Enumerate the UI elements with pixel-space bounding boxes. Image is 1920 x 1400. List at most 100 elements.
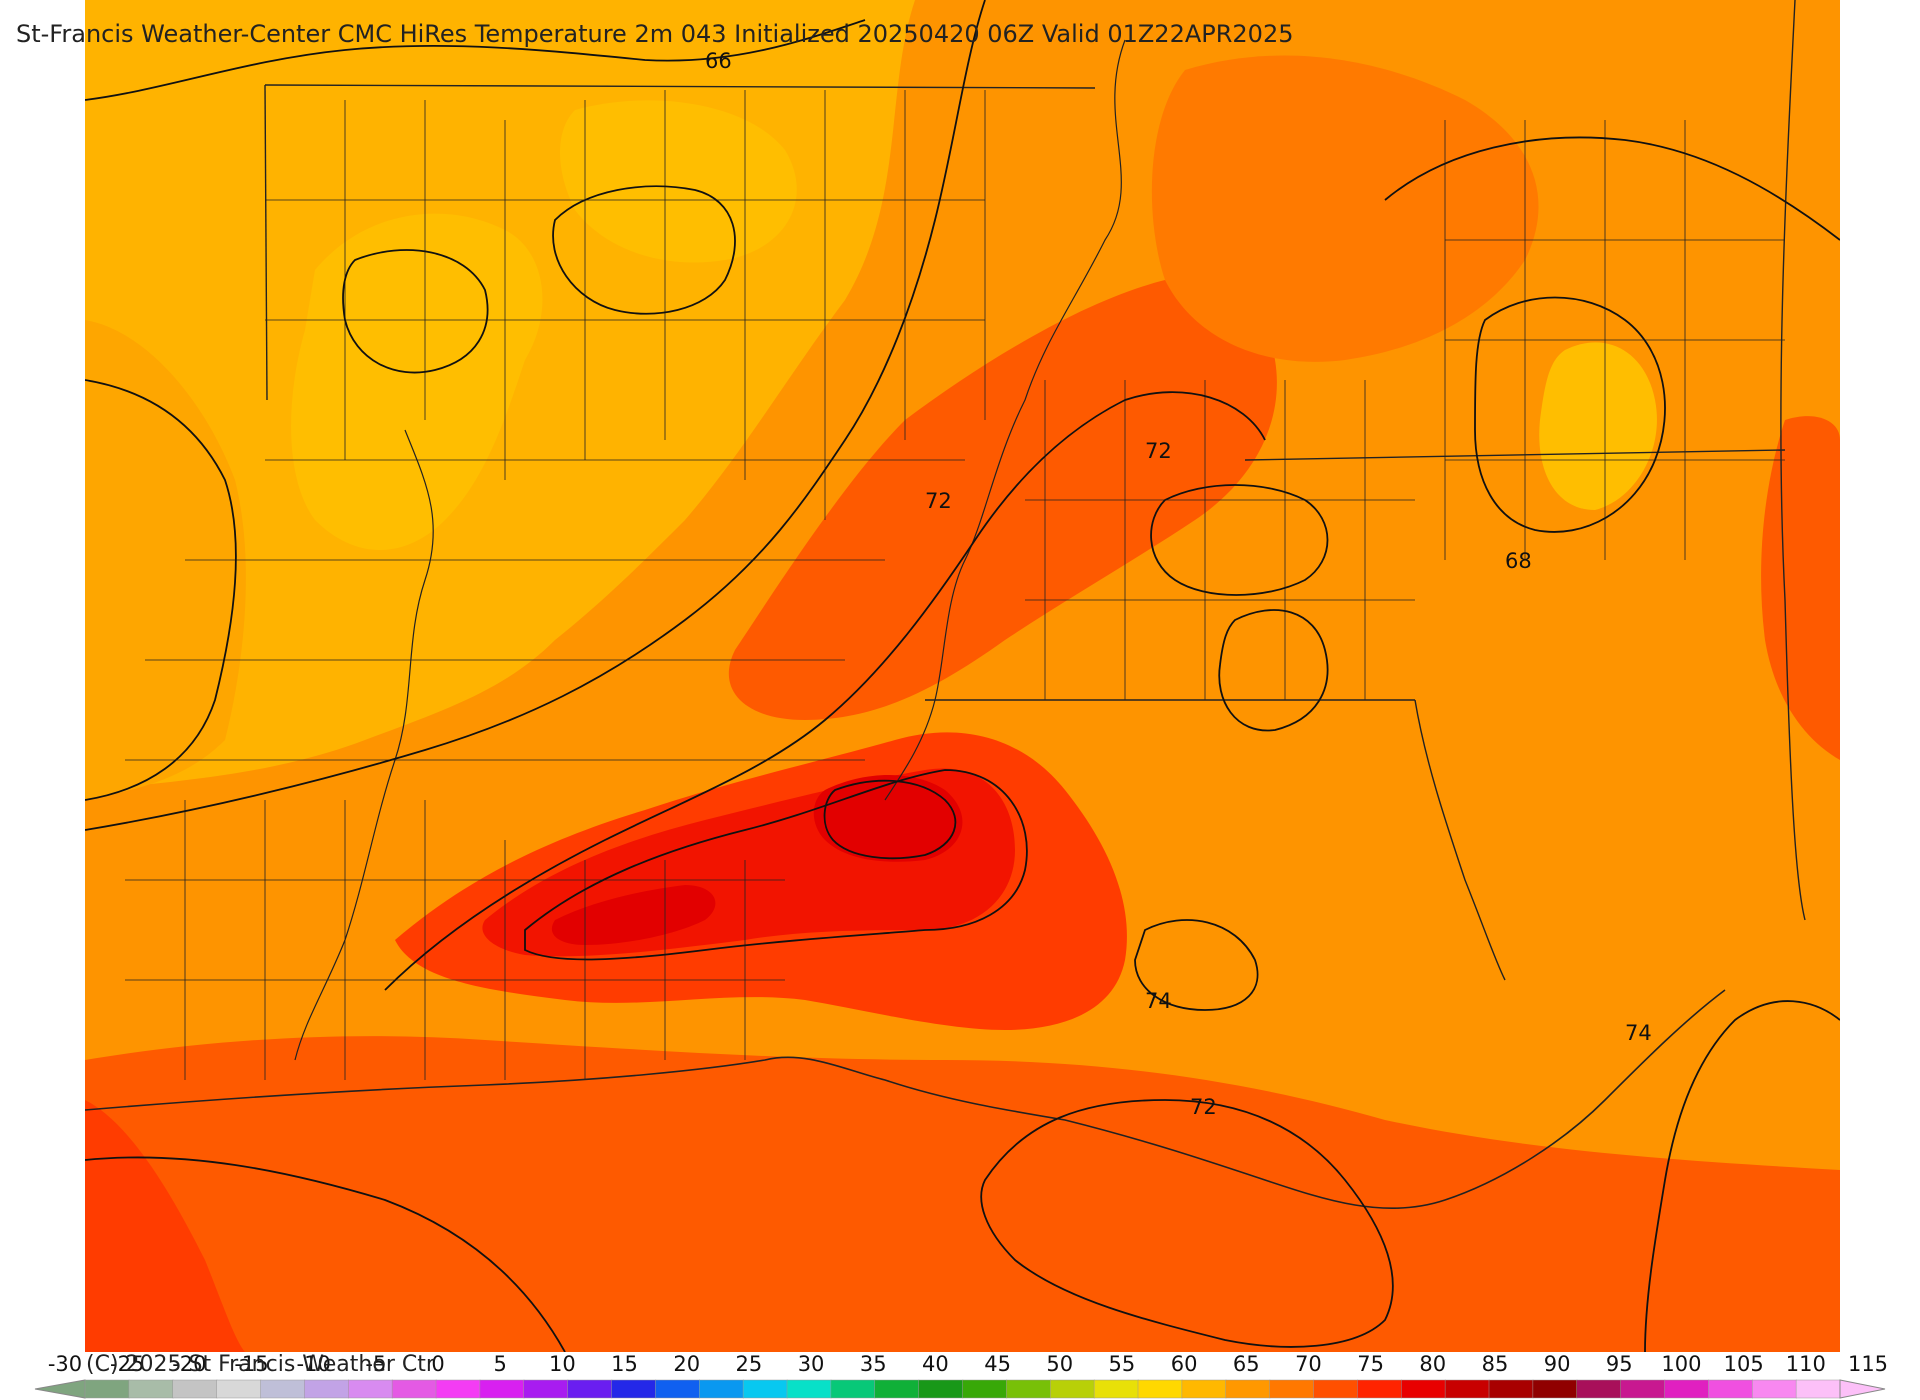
fill-hot-south bbox=[85, 1100, 245, 1352]
colorbar-segment bbox=[348, 1379, 393, 1399]
colorbar-segment bbox=[611, 1379, 657, 1399]
contour-label: 72 bbox=[925, 489, 952, 513]
colorbar-segment bbox=[1050, 1379, 1095, 1399]
boundary-lines bbox=[85, 0, 1806, 1210]
colorbar-segment bbox=[1357, 1379, 1402, 1399]
fill-yellow-east bbox=[1539, 342, 1657, 510]
colorbar-segment bbox=[479, 1379, 525, 1399]
colorbar-label: -15 bbox=[234, 1352, 269, 1376]
colorbar-label: -25 bbox=[110, 1352, 145, 1376]
map-title: St-Francis Weather-Center CMC HiRes Temp… bbox=[16, 20, 1294, 48]
colorbar-segment bbox=[216, 1379, 262, 1399]
state-border-north bbox=[264, 84, 1096, 89]
county-lines-5 bbox=[125, 800, 785, 1080]
contour-70-band bbox=[85, 0, 986, 831]
colorbar-label: 70 bbox=[1295, 1352, 1322, 1376]
state-border-east bbox=[1414, 699, 1506, 981]
state-border-ne bbox=[1244, 449, 1786, 461]
contour-72-loop-se bbox=[1218, 609, 1329, 732]
colorbar-label: 60 bbox=[1170, 1352, 1198, 1376]
contour-label-group: 66 72 72 68 74 74 72 bbox=[705, 49, 1652, 1119]
contour-72-south bbox=[980, 1099, 1394, 1348]
colorbar-arrow-left bbox=[34, 1379, 86, 1399]
colorbar-label: 20 bbox=[673, 1352, 701, 1376]
colorbar-arrow-right bbox=[1839, 1379, 1886, 1399]
contour-68-east bbox=[1474, 296, 1666, 533]
colorbar-label: 45 bbox=[984, 1352, 1011, 1376]
colorbar-label: 25 bbox=[735, 1352, 763, 1376]
colorbar-segment bbox=[1401, 1379, 1446, 1399]
contour-74-south bbox=[1134, 919, 1259, 1011]
colorbar-label: 115 bbox=[1847, 1352, 1889, 1376]
colorbar-segment bbox=[874, 1379, 920, 1399]
temperature-map: 66 72 72 68 74 74 72 bbox=[85, 0, 1840, 1352]
colorbar-segment bbox=[1137, 1379, 1183, 1399]
map-canvas: 66 72 72 68 74 74 72 bbox=[85, 0, 1840, 1352]
colorbar-segment bbox=[128, 1379, 174, 1399]
colorbar-segment bbox=[655, 1379, 700, 1399]
contour-72-far-south bbox=[85, 1156, 566, 1352]
colorbar-label: 40 bbox=[922, 1352, 949, 1376]
colorbar-segment bbox=[1225, 1379, 1271, 1399]
colorbar-label: 30 bbox=[797, 1352, 825, 1376]
colorbar-segment bbox=[1269, 1379, 1315, 1399]
contour-66-loop-b bbox=[342, 249, 489, 374]
colorbar-segment bbox=[742, 1379, 788, 1399]
colorbar-label: -10 bbox=[296, 1352, 331, 1376]
fill-yellow-core bbox=[291, 213, 543, 550]
contour-68-west bbox=[85, 379, 237, 801]
colorbar-label: 90 bbox=[1543, 1352, 1571, 1376]
colorbar-labels: -30 -25 -20 -15 -10 -5 0 5 10 15 20 25 30 35 40 45 50 55 6… bbox=[0, 1352, 1920, 1378]
isotherm-contours bbox=[85, 0, 1840, 1352]
fill-hot-core-west bbox=[551, 885, 716, 945]
colorbar-label: 55 bbox=[1108, 1352, 1136, 1376]
colorbar-segment bbox=[1576, 1379, 1622, 1399]
colorbar-label: 50 bbox=[1046, 1352, 1074, 1376]
colorbar-label: 105 bbox=[1723, 1352, 1764, 1376]
coastline bbox=[85, 989, 1726, 1210]
colorbar-label: 5 bbox=[493, 1352, 507, 1376]
colorbar-label: 80 bbox=[1419, 1352, 1447, 1376]
colorbar-segment bbox=[435, 1379, 481, 1399]
colorbar-label: 95 bbox=[1605, 1352, 1633, 1376]
county-lines-2 bbox=[125, 199, 985, 761]
colorbar-label: 35 bbox=[859, 1352, 887, 1376]
contour-label: 74 bbox=[1145, 989, 1172, 1013]
colorbar-label: -20 bbox=[172, 1352, 207, 1376]
colorbar-segment bbox=[567, 1379, 613, 1399]
county-lines-4 bbox=[1444, 120, 1785, 560]
state-border-far-east bbox=[1780, 0, 1806, 921]
colorbar-segment bbox=[1488, 1379, 1534, 1399]
fill-yellow-north bbox=[560, 100, 797, 263]
contour-label: 68 bbox=[1505, 549, 1532, 573]
contour-label: 72 bbox=[1190, 1095, 1217, 1119]
colorbar-segment bbox=[1532, 1379, 1578, 1399]
contour-label: 74 bbox=[1625, 1021, 1652, 1045]
colorbar-segment bbox=[1708, 1379, 1753, 1399]
colorbar-label: 0 bbox=[431, 1352, 445, 1376]
colorbar-segment bbox=[830, 1379, 876, 1399]
contour-70-east bbox=[1384, 136, 1840, 241]
colorbar-label: 65 bbox=[1232, 1352, 1260, 1376]
fill-red-band bbox=[728, 278, 1277, 720]
colorbar-segment bbox=[1181, 1379, 1227, 1399]
colorbar-segment bbox=[391, 1379, 437, 1399]
colorbar-segment bbox=[1006, 1379, 1051, 1399]
colorbar-label: -30 bbox=[47, 1352, 83, 1376]
temperature-colorbar bbox=[34, 1379, 1886, 1399]
colorbar-segment bbox=[918, 1379, 964, 1399]
colorbar-segment bbox=[1620, 1379, 1666, 1399]
fill-east-edge bbox=[1761, 416, 1840, 760]
fill-east-warm bbox=[1151, 55, 1539, 362]
colorbar-segment bbox=[304, 1379, 349, 1399]
contour-66-loop-a bbox=[552, 185, 736, 315]
colorbar-segment bbox=[1444, 1379, 1490, 1399]
contour-74-east bbox=[1644, 1000, 1840, 1352]
colorbar-label: 110 bbox=[1785, 1352, 1826, 1376]
contour-72-band bbox=[384, 391, 1266, 991]
state-border-west bbox=[264, 84, 268, 401]
colorbar-label: 85 bbox=[1481, 1352, 1509, 1376]
colorbar-segment bbox=[260, 1379, 306, 1399]
colorbar-segment bbox=[1093, 1379, 1139, 1399]
fill-red-south bbox=[85, 1036, 1840, 1352]
